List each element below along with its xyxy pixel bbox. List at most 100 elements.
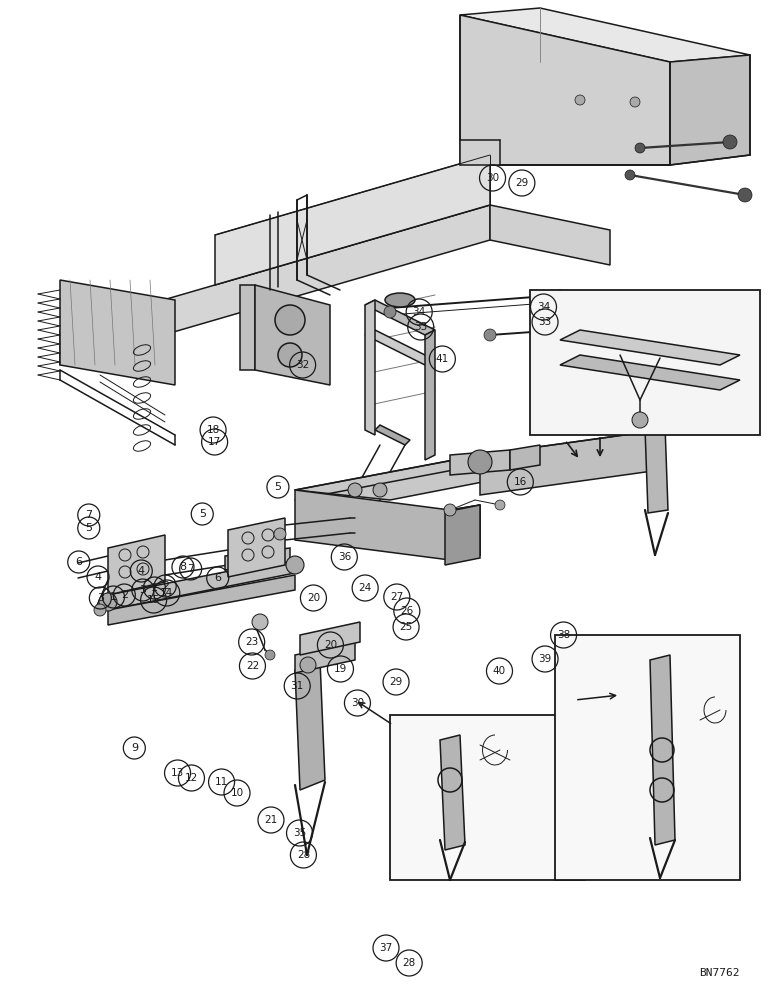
Text: 17: 17: [208, 437, 222, 447]
Circle shape: [275, 305, 305, 335]
Text: 26: 26: [400, 606, 414, 616]
Polygon shape: [670, 55, 750, 165]
Circle shape: [575, 95, 585, 105]
Ellipse shape: [385, 293, 415, 307]
Text: 11: 11: [215, 777, 229, 787]
Text: 34: 34: [537, 302, 550, 312]
Polygon shape: [560, 330, 740, 365]
Text: 41: 41: [435, 354, 449, 364]
Polygon shape: [645, 425, 668, 513]
Polygon shape: [650, 655, 675, 845]
Text: 8: 8: [179, 562, 187, 572]
Text: 20: 20: [306, 593, 320, 603]
Polygon shape: [480, 430, 660, 495]
Text: 25: 25: [399, 622, 413, 632]
Text: 40: 40: [493, 666, 506, 676]
Polygon shape: [295, 455, 570, 500]
Text: 36: 36: [337, 552, 351, 562]
Circle shape: [278, 343, 302, 367]
Text: 14: 14: [160, 588, 174, 598]
Circle shape: [252, 614, 268, 630]
Polygon shape: [365, 330, 435, 365]
Polygon shape: [295, 642, 355, 673]
Polygon shape: [425, 330, 435, 460]
Text: 31: 31: [290, 681, 304, 691]
Circle shape: [384, 306, 396, 318]
Text: 7: 7: [85, 510, 93, 520]
Polygon shape: [510, 445, 540, 470]
Text: 2: 2: [161, 581, 169, 591]
Text: 30: 30: [350, 698, 364, 708]
Circle shape: [632, 412, 648, 428]
Circle shape: [551, 290, 569, 308]
Text: 13: 13: [171, 768, 185, 778]
Polygon shape: [460, 15, 670, 165]
Circle shape: [274, 528, 286, 540]
Circle shape: [286, 556, 304, 574]
Text: 32: 32: [296, 360, 310, 370]
Polygon shape: [450, 505, 480, 560]
Circle shape: [723, 135, 737, 149]
Polygon shape: [365, 300, 375, 435]
Text: 33: 33: [538, 317, 552, 327]
Circle shape: [373, 483, 387, 497]
Circle shape: [647, 412, 663, 428]
Text: 2: 2: [120, 590, 128, 600]
Text: 15: 15: [147, 595, 161, 605]
Polygon shape: [440, 735, 465, 850]
Circle shape: [444, 504, 456, 516]
Text: 5: 5: [198, 509, 206, 519]
Text: 27: 27: [390, 592, 404, 602]
Text: 16: 16: [513, 477, 527, 487]
Bar: [555, 635, 740, 880]
Polygon shape: [108, 575, 295, 625]
Text: 30: 30: [486, 173, 499, 183]
Polygon shape: [225, 548, 290, 570]
Polygon shape: [295, 490, 450, 560]
Polygon shape: [450, 450, 510, 475]
Text: 35: 35: [293, 828, 306, 838]
Text: 6: 6: [214, 573, 222, 583]
Text: 23: 23: [245, 637, 259, 647]
Text: 18: 18: [206, 425, 220, 435]
Polygon shape: [240, 285, 255, 370]
Circle shape: [300, 657, 316, 673]
Polygon shape: [60, 205, 490, 365]
Polygon shape: [215, 155, 490, 285]
Text: 38: 38: [557, 630, 571, 640]
Bar: [530, 290, 760, 435]
Circle shape: [99, 593, 117, 611]
Text: 7: 7: [187, 564, 195, 574]
Text: 29: 29: [515, 178, 529, 188]
Polygon shape: [375, 425, 410, 445]
Circle shape: [265, 650, 275, 660]
Circle shape: [468, 450, 492, 474]
Polygon shape: [228, 518, 285, 577]
Polygon shape: [560, 355, 740, 390]
Text: 22: 22: [245, 661, 259, 671]
Text: 4: 4: [137, 566, 145, 576]
Text: 9: 9: [130, 743, 138, 753]
Polygon shape: [295, 660, 325, 790]
Polygon shape: [445, 505, 480, 565]
Polygon shape: [460, 140, 500, 165]
Polygon shape: [490, 205, 610, 265]
Text: 1: 1: [110, 592, 117, 602]
Circle shape: [495, 500, 505, 510]
Text: 3: 3: [96, 593, 104, 603]
Text: 28: 28: [296, 850, 310, 860]
Text: 5: 5: [85, 523, 93, 533]
Text: 21: 21: [264, 815, 278, 825]
Bar: [390, 715, 585, 880]
Text: 12: 12: [185, 773, 198, 783]
Text: 34: 34: [412, 307, 426, 317]
Text: 28: 28: [402, 958, 416, 968]
Text: 39: 39: [538, 654, 552, 664]
Circle shape: [625, 170, 635, 180]
Text: 24: 24: [358, 583, 372, 593]
Polygon shape: [300, 622, 360, 655]
Text: 20: 20: [323, 640, 337, 650]
Text: 5: 5: [274, 482, 282, 492]
Text: 29: 29: [389, 677, 403, 687]
Polygon shape: [460, 8, 750, 62]
